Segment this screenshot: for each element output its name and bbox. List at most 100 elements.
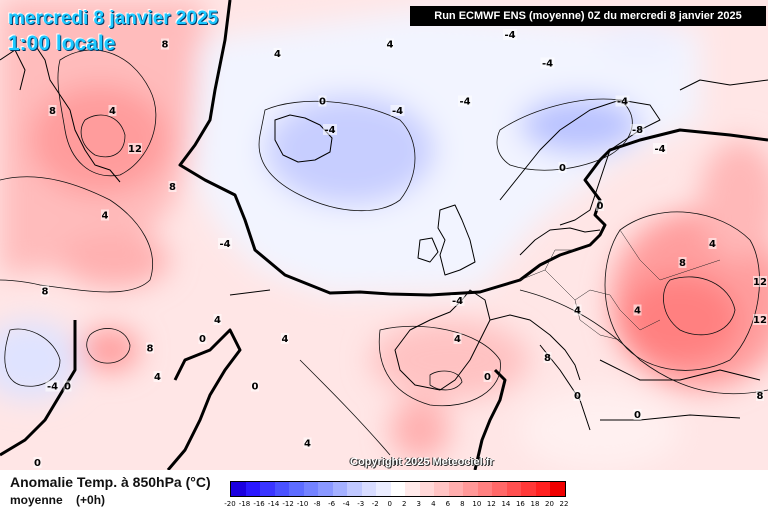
color-scale-tick: 18 (530, 500, 540, 508)
contour-label: 8 (757, 391, 764, 402)
color-scale-tick: -3 (357, 500, 365, 508)
contour-label: -4 (617, 97, 628, 108)
contour-label: 4 (102, 211, 109, 222)
color-scale-tick: 22 (559, 500, 569, 508)
contour-label: 4 (574, 306, 581, 317)
contour-label: 4 (387, 40, 394, 51)
color-swatch (347, 482, 362, 496)
contour-label: 4 (282, 334, 289, 345)
run-info: Run ECMWF ENS (moyenne) 0Z du mercredi 8… (410, 6, 766, 26)
color-scale-tick: 6 (445, 500, 451, 508)
contour-label: 4 (454, 334, 461, 345)
color-scale-tick: -20 (224, 500, 236, 508)
contour-label: -4 (392, 106, 403, 117)
contour-label: 8 (679, 258, 686, 269)
copyright: Copyright 2025 Meteociel.fr (350, 456, 494, 468)
color-swatch (289, 482, 304, 496)
color-swatch (434, 482, 449, 496)
contour-label: -4 (219, 239, 230, 250)
contour-label: -4 (47, 382, 58, 393)
contour-label: 4 (154, 372, 161, 383)
contour-label: 4 (109, 106, 116, 117)
contour-label: 4 (214, 315, 221, 326)
color-scale-tick: 10 (472, 500, 482, 508)
color-swatch (550, 482, 565, 496)
contour-label: -4 (459, 97, 470, 108)
forecast-date: mercredi 8 janvier 2025 (8, 8, 219, 29)
contour-label: 4 (709, 239, 716, 250)
color-swatch (274, 482, 290, 496)
coastlines (0, 39, 768, 431)
color-swatch (332, 482, 348, 496)
anomaly-field (0, 0, 768, 470)
color-scale-tick: 20 (545, 500, 554, 508)
contour-label: -4 (542, 59, 553, 70)
color-scale-tick: -2 (371, 500, 379, 508)
contour-label: 12 (753, 315, 767, 326)
contour-label: 8 (49, 106, 56, 117)
color-swatch (390, 482, 406, 496)
contour-label: 4 (274, 49, 281, 60)
color-swatch (376, 482, 391, 496)
contour-label: 8 (42, 287, 49, 298)
contour-label: 4 (634, 306, 641, 317)
field-label: Anomalie Temp. à 850hPa (°C) (10, 474, 211, 490)
stat-label: moyenne (+0h) (10, 493, 105, 507)
contour-label: -4 (452, 296, 463, 307)
borders (519, 229, 721, 341)
contour-label: 8 (147, 344, 154, 355)
color-scale-tick: -10 (296, 500, 309, 508)
color-swatch (463, 482, 478, 496)
color-scale-tick: -18 (238, 500, 251, 508)
color-scale-tick: 8 (460, 500, 465, 508)
color-scale-tick: -8 (313, 500, 321, 508)
contour-label: 8 (162, 40, 169, 51)
color-swatch (303, 482, 319, 496)
lead-time: (+0h) (76, 493, 106, 507)
contour-label: 12 (128, 144, 142, 155)
color-scale-tick: 16 (515, 500, 525, 508)
color-swatch (521, 482, 536, 496)
color-swatch (260, 482, 275, 496)
contour-label: 0 (64, 382, 71, 393)
contour-label: 0 (484, 372, 491, 383)
contour-label: 0 (574, 391, 581, 402)
contour-labels: 8 4 0 4 8 12 8 4 8 4 4 -4 -4 -4 -4 4 -4 -4 -4 -8 -4 0 0 -4 4 4 4 8 0… (33, 29, 767, 469)
color-scale-tick: 14 (501, 500, 511, 508)
stat-name: moyenne (10, 493, 63, 507)
color-swatch (231, 482, 246, 496)
contour-label: 0 (319, 97, 326, 108)
contour-label: 0 (34, 458, 41, 469)
thin-contours (0, 49, 768, 456)
color-swatch (318, 482, 333, 496)
color-swatch (506, 482, 522, 496)
color-scale (230, 481, 566, 497)
contour-label: 8 (169, 182, 176, 193)
color-scale-tick: 3 (416, 500, 422, 508)
color-scale-tick: 12 (486, 500, 496, 508)
contour-label: 8 (544, 353, 551, 364)
contour-label: 12 (753, 277, 767, 288)
contour-label: 0 (252, 382, 259, 393)
color-swatch (492, 482, 507, 496)
contour-label: -4 (324, 125, 335, 136)
contour-label: -8 (632, 125, 643, 136)
color-scale-tick: -16 (253, 500, 265, 508)
contour-label: 0 (559, 163, 566, 174)
color-scale-tick: -12 (282, 500, 294, 508)
contour-label: 4 (304, 439, 311, 450)
color-scale-tick: -4 (342, 500, 350, 508)
color-scale-tick: -14 (267, 500, 280, 508)
color-swatch (361, 482, 377, 496)
color-swatch (477, 482, 493, 496)
color-scale-tick: 0 (387, 500, 392, 508)
contour-label: 0 (597, 201, 604, 212)
color-scale-ticks: -20 -18 -16 -14 -12 -10 -8 -6 -4 -3 -2 0 2 3 4 6 8 10 12 14… (224, 500, 568, 510)
color-swatch (405, 482, 420, 496)
color-scale-tick: -6 (328, 500, 336, 508)
color-swatch (448, 482, 464, 496)
forecast-time: 1:00 locale (8, 32, 116, 55)
contour-label: -4 (504, 30, 515, 41)
color-swatch (535, 482, 551, 496)
color-scale-tick: 4 (431, 500, 436, 508)
